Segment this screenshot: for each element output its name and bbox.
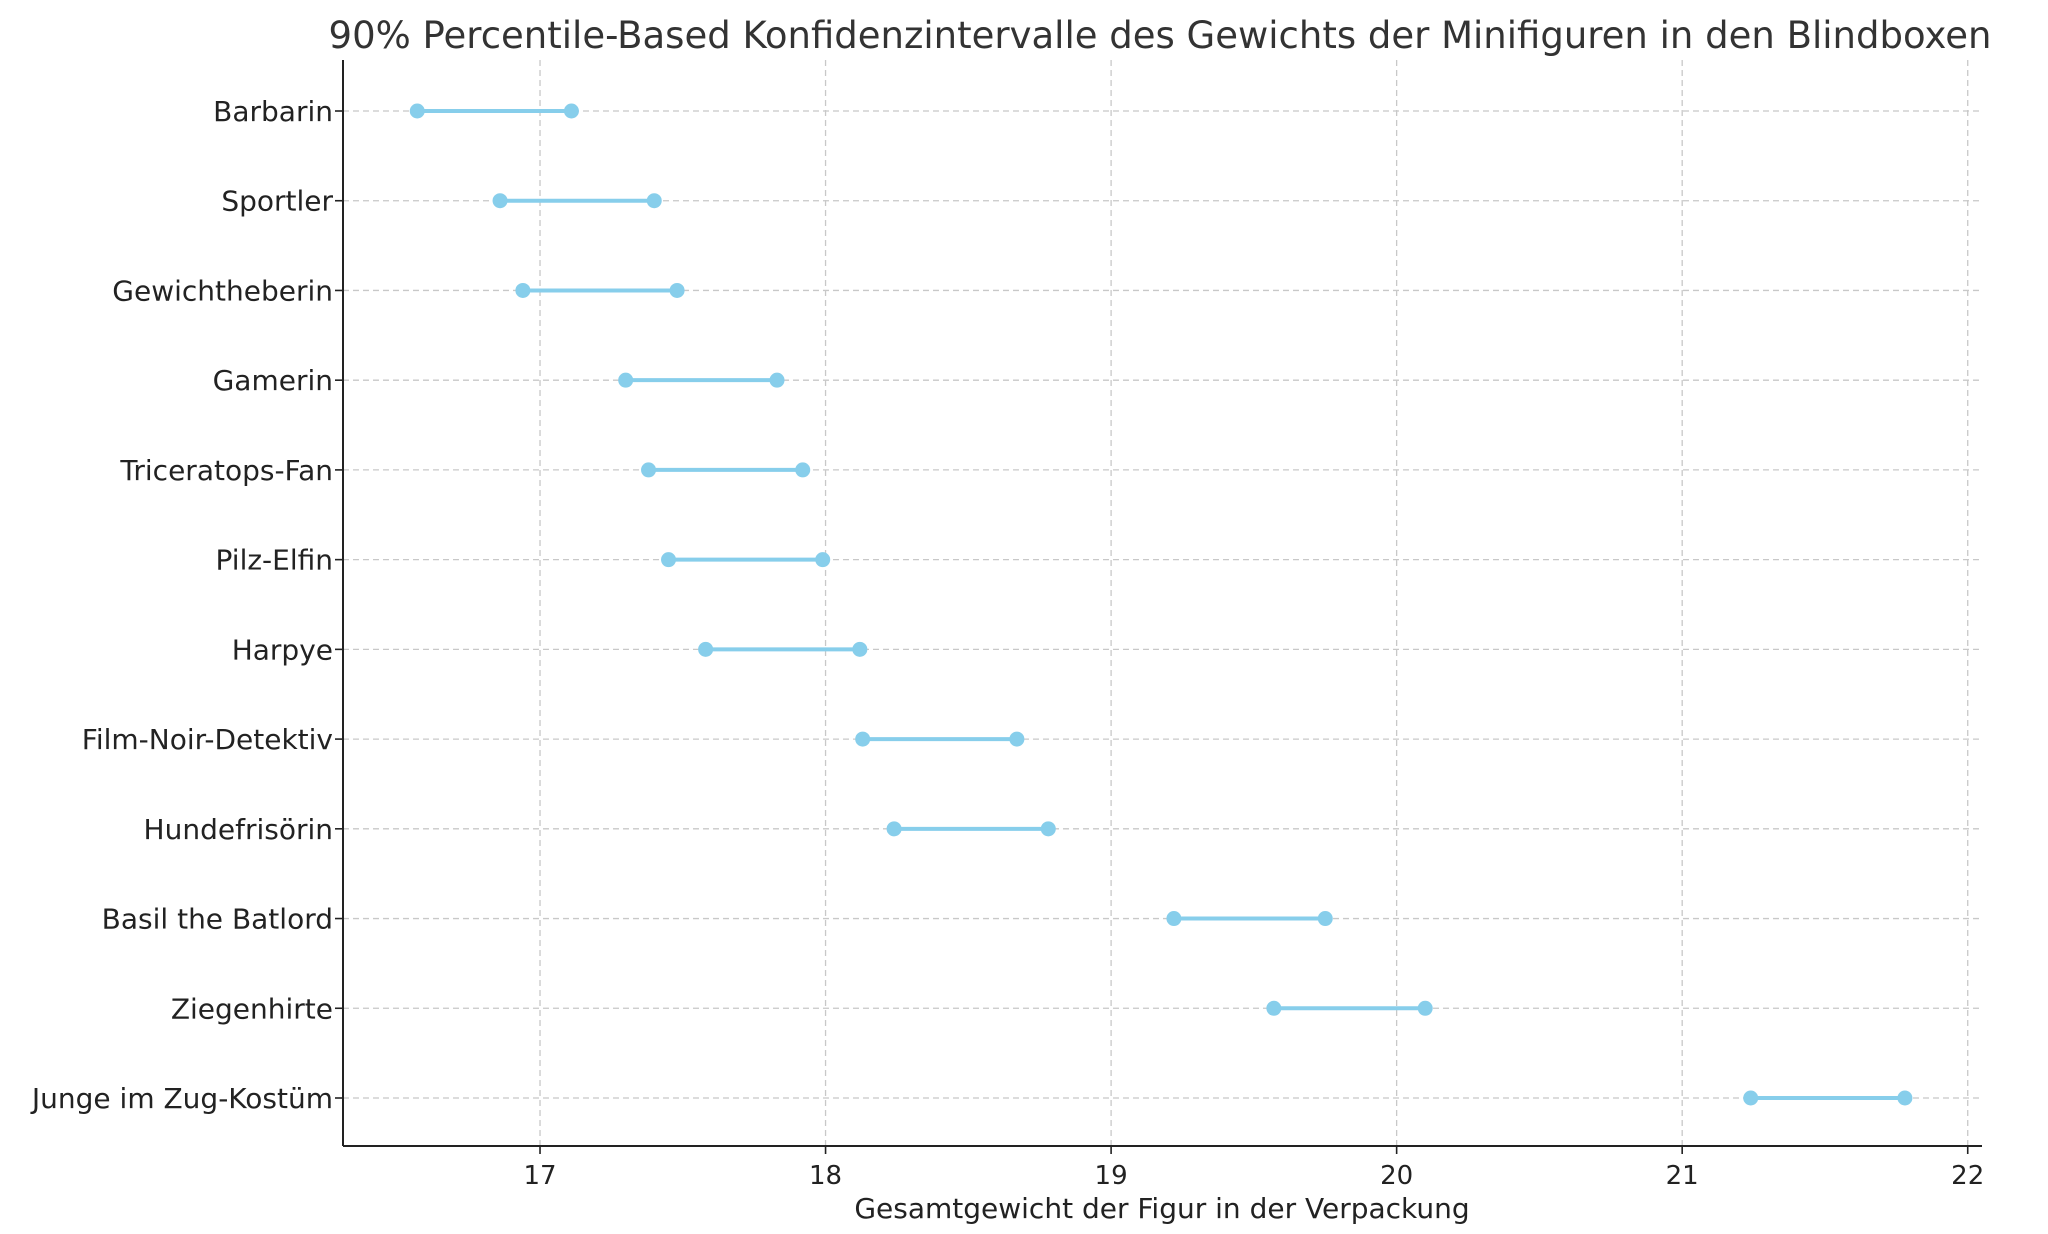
x-tick-label: 21 bbox=[1666, 1161, 1699, 1191]
upper-bound-point bbox=[769, 372, 785, 388]
upper-bound-point bbox=[1417, 1000, 1433, 1016]
y-tick-label: Sportler bbox=[221, 185, 333, 218]
grid bbox=[343, 60, 1982, 1146]
lower-bound-point bbox=[1743, 1090, 1759, 1106]
lower-bound-point bbox=[855, 731, 871, 747]
lower-bound-point bbox=[641, 462, 657, 478]
lower-bound-point bbox=[492, 193, 508, 209]
axes bbox=[342, 60, 1982, 1147]
x-tick-labels: 17 18 19 20 21 22 bbox=[523, 1146, 1984, 1191]
x-tick-label: 18 bbox=[809, 1161, 842, 1191]
y-tick-label: Pilz-Elfin bbox=[216, 544, 333, 577]
upper-bound-point bbox=[1009, 731, 1025, 747]
chart-title: 90% Percentile-Based Konfidenzintervalle… bbox=[329, 14, 1992, 57]
upper-bound-point bbox=[795, 462, 811, 478]
lower-bound-point bbox=[1266, 1000, 1282, 1016]
x-tick-label: 17 bbox=[523, 1161, 556, 1191]
x-tick-label: 20 bbox=[1380, 1161, 1413, 1191]
upper-bound-point bbox=[1040, 821, 1056, 837]
lower-bound-point bbox=[886, 821, 902, 837]
y-tick-label: Barbarin bbox=[213, 95, 333, 128]
lower-bound-point bbox=[661, 552, 677, 568]
y-tick-label: Film-Noir-Detektiv bbox=[82, 723, 333, 756]
lower-bound-point bbox=[618, 372, 634, 388]
y-tick-label: Triceratops-Fan bbox=[119, 454, 333, 487]
lower-bound-point bbox=[1166, 911, 1182, 927]
lower-bound-point bbox=[409, 103, 425, 119]
y-tick-labels: Barbarin Sportler Gewichtheberin Gamerin Tri… bbox=[30, 95, 343, 1115]
upper-bound-point bbox=[669, 282, 685, 298]
y-tick-label: Junge im Zug-Kostüm bbox=[30, 1082, 333, 1115]
upper-bound-point bbox=[815, 552, 831, 568]
upper-bound-point bbox=[852, 641, 868, 657]
upper-bound-point bbox=[563, 103, 579, 119]
upper-bound-point bbox=[646, 193, 662, 209]
y-tick-label: Ziegenhirte bbox=[171, 992, 333, 1025]
upper-bound-point bbox=[1897, 1090, 1913, 1106]
x-tick-label: 22 bbox=[1951, 1161, 1984, 1191]
y-tick-label: Harpye bbox=[232, 633, 333, 666]
x-axis-label: Gesamtgewicht der Figur in der Verpackun… bbox=[854, 1192, 1469, 1225]
x-tick-label: 19 bbox=[1095, 1161, 1128, 1191]
lower-bound-point bbox=[698, 641, 714, 657]
interval-marks bbox=[409, 103, 1913, 1106]
y-tick-label: Gewichtheberin bbox=[112, 274, 333, 307]
y-tick-label: Gamerin bbox=[213, 364, 333, 397]
y-tick-label: Hundefrisörin bbox=[144, 813, 333, 846]
y-tick-label: Basil the Batlord bbox=[102, 903, 333, 936]
lower-bound-point bbox=[515, 282, 531, 298]
upper-bound-point bbox=[1317, 911, 1333, 927]
